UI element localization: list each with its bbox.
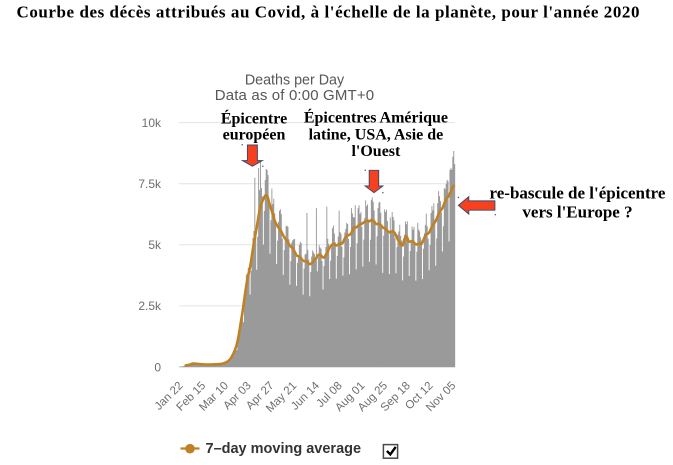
svg-text:l'Ouest: l'Ouest [351,143,401,160]
svg-text:Épicentre: Épicentre [221,108,287,127]
svg-text:re-bascule de l'épicentre: re-bascule de l'épicentre [490,184,666,203]
svg-text:Épicentres Amérique: Épicentres Amérique [304,108,448,127]
svg-text:Deaths per Day: Deaths per Day [245,73,345,89]
svg-text:2.5k: 2.5k [138,299,162,313]
svg-text:10k: 10k [142,116,162,130]
svg-text:Courbe des décès attribués au: Courbe des décès attribués au Covid, à l… [17,3,641,22]
svg-text:vers l'Europe ?: vers l'Europe ? [522,203,632,222]
svg-text:Data as of 0:00 GMT+0: Data as of 0:00 GMT+0 [215,87,374,104]
svg-text:7–day moving average: 7–day moving average [206,441,362,457]
svg-text:5k: 5k [148,238,162,252]
svg-text:0: 0 [154,360,161,374]
svg-text:latine, USA, Asie de: latine, USA, Asie de [309,126,444,143]
svg-text:7.5k: 7.5k [138,177,162,191]
svg-text:européen: européen [223,127,286,144]
